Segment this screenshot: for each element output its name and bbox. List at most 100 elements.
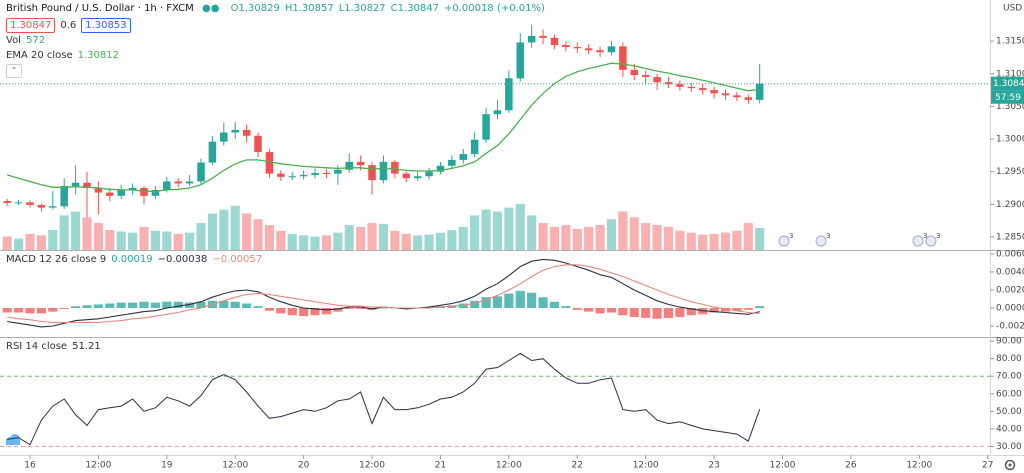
candle-body xyxy=(744,97,753,100)
x-tick-label: 12:00 xyxy=(906,461,932,471)
macd-histogram-bar xyxy=(139,301,149,309)
volume-bar xyxy=(82,217,92,250)
macd-histogram-bar xyxy=(185,302,195,309)
volume-bar xyxy=(629,217,639,250)
candle-body xyxy=(151,189,160,196)
countdown-label: 57:59 xyxy=(995,93,1021,103)
macd-histogram-bar xyxy=(538,297,548,309)
volume-bar xyxy=(59,215,69,250)
macd-histogram-bar xyxy=(116,302,126,309)
ohlc-open: O1.30829 xyxy=(230,3,280,14)
macd-histogram-bar xyxy=(25,308,35,314)
macd-histogram-bar xyxy=(720,308,731,312)
buy-price[interactable]: 1.30853 xyxy=(81,18,131,33)
candle-body xyxy=(710,90,718,94)
rsi-line xyxy=(7,352,761,446)
candle-body xyxy=(220,132,228,142)
volume-bar xyxy=(675,230,685,250)
volume-bar xyxy=(276,230,286,250)
ohlc-close: C1.30847 xyxy=(390,3,440,14)
macd-histogram-bar xyxy=(162,301,172,309)
status-dots[interactable]: ●● xyxy=(201,3,220,14)
macd-histogram-bar xyxy=(527,292,537,309)
macd-histogram-bar xyxy=(150,302,160,309)
collapse-button[interactable]: ⌃ xyxy=(6,64,22,78)
macd-histogram-bar xyxy=(128,302,138,309)
volume-bar xyxy=(185,232,195,250)
volume-value: 572 xyxy=(25,35,46,46)
volume-bar xyxy=(25,233,35,250)
volume-bar xyxy=(743,223,753,250)
candle-body xyxy=(185,181,194,184)
volume-bar xyxy=(71,211,81,250)
macd-legend: MACD 12 26 close 9 0.00019 −0.00038 −0.0005… xyxy=(6,253,267,267)
volume-bar xyxy=(162,231,172,250)
macd-histogram-bar xyxy=(515,290,525,309)
candle-body xyxy=(459,154,468,160)
rsi-value: 51.21 xyxy=(72,341,101,352)
candle-body xyxy=(562,45,570,47)
volume-bar xyxy=(549,226,560,250)
volume-bar xyxy=(584,226,594,250)
macd-histogram-bar xyxy=(344,308,354,309)
candle-body xyxy=(322,172,331,174)
candle-body xyxy=(641,75,650,78)
macd-histogram-bar xyxy=(36,308,46,314)
volume-bar xyxy=(481,209,491,250)
candle-body xyxy=(117,189,125,196)
candle-body xyxy=(94,187,103,193)
macd-histogram-bar xyxy=(481,297,491,309)
macd-histogram-bar xyxy=(264,308,274,311)
y-tick-label: 60.00 xyxy=(996,389,1022,399)
volume-bar xyxy=(356,226,366,250)
rsi-legend: RSI 14 close 51.21 xyxy=(6,340,106,354)
candle-body xyxy=(391,161,399,174)
ema-name: EMA 20 close xyxy=(6,50,73,61)
volume-bar xyxy=(515,203,525,250)
y-tick-label: 40.00 xyxy=(996,424,1022,434)
macd-histogram-bar xyxy=(105,303,115,309)
macd-histogram-bar xyxy=(652,308,662,319)
candle-body xyxy=(106,192,114,196)
y-tick-label: 0.00000 xyxy=(996,304,1024,314)
volume-bar xyxy=(686,232,696,250)
volume-bar xyxy=(720,232,731,250)
candle-body xyxy=(584,48,593,51)
volume-bar xyxy=(732,230,742,250)
candle-body xyxy=(448,159,456,166)
candle-body xyxy=(550,37,559,46)
settings-icon[interactable] xyxy=(1004,459,1016,471)
currency-label: USD xyxy=(1003,4,1022,14)
candle-body xyxy=(334,169,342,174)
volume-bar xyxy=(606,219,617,250)
x-tick-label: 12:00 xyxy=(633,461,659,471)
candle-body xyxy=(26,202,34,205)
candle-body xyxy=(505,78,513,111)
event-marker xyxy=(778,235,790,247)
candle-body xyxy=(277,173,285,177)
y-tick-label: 90.00 xyxy=(996,337,1022,347)
macd-histogram-bar xyxy=(287,308,297,316)
volume-bar xyxy=(470,215,480,250)
ema-value: 1.30812 xyxy=(77,50,119,61)
x-tick-label: 21 xyxy=(435,461,446,471)
volume-bar xyxy=(139,226,149,250)
candle-body xyxy=(37,204,46,208)
ema-legend: EMA 20 close 1.30812 xyxy=(6,49,124,63)
volume-bar xyxy=(378,223,388,250)
candle-body xyxy=(254,135,262,153)
volume-bar xyxy=(173,233,183,250)
macd-histogram-bar xyxy=(686,308,696,316)
candle-body xyxy=(630,69,639,76)
sell-price[interactable]: 1.30847 xyxy=(6,18,56,33)
volume-bar xyxy=(2,236,12,250)
volume-bar xyxy=(344,225,354,250)
candle-body xyxy=(3,201,11,204)
candle-body xyxy=(242,129,251,136)
x-tick-label: 12:00 xyxy=(222,461,248,471)
macd-histogram-bar xyxy=(595,308,605,314)
macd-histogram-bar xyxy=(561,306,571,309)
volume-bar xyxy=(538,223,548,250)
event-count: 3 xyxy=(789,232,793,240)
candle-body xyxy=(413,176,422,179)
